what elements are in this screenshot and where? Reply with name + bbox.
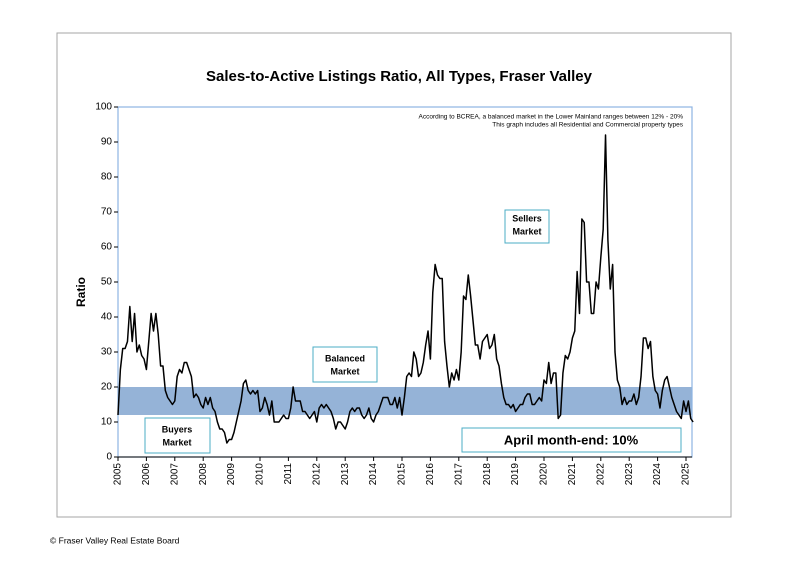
x-tick-label: 2024: [652, 463, 663, 486]
sellers-box: [504, 209, 550, 244]
zone-label: Balanced: [325, 353, 365, 363]
x-tick-label: 2014: [368, 463, 379, 486]
x-tick-label: 2011: [283, 463, 294, 485]
y-tick-label: 100: [95, 102, 112, 113]
zone-label: Market: [512, 226, 541, 236]
x-tick-label: 2020: [539, 463, 550, 486]
note: This graph includes all Residential and …: [492, 122, 684, 129]
x-tick-label: 2012: [311, 463, 322, 486]
annotation: April month-end: 10%: [504, 432, 639, 447]
x-tick-label: 2008: [198, 463, 209, 486]
x-tick-label: 2018: [482, 463, 493, 486]
chart-title: Sales-to-Active Listings Ratio, All Type…: [206, 68, 593, 85]
zone-label: Buyers: [162, 424, 193, 434]
x-tick-label: 2010: [255, 463, 266, 486]
x-tick-label: 2005: [113, 463, 124, 486]
x-tick-label: 2009: [226, 463, 237, 486]
x-tick-label: 2016: [425, 463, 436, 486]
y-tick-label: 80: [101, 172, 113, 183]
x-tick-label: 2025: [681, 463, 692, 486]
balanced-box: [312, 346, 378, 383]
annotation-box: [461, 427, 682, 453]
zone-label: Sellers: [512, 213, 542, 223]
x-tick-label: 2017: [453, 463, 464, 486]
y-tick-label: 10: [101, 417, 113, 428]
x-tick-label: 2022: [595, 463, 606, 486]
y-tick-label: 0: [106, 452, 112, 463]
x-tick-label: 2013: [340, 463, 351, 486]
x-tick-label: 2007: [169, 463, 180, 486]
zone-label: Market: [330, 366, 359, 376]
x-tick-label: 2023: [624, 463, 635, 486]
y-tick-label: 50: [101, 277, 113, 288]
x-tick-label: 2019: [510, 463, 521, 486]
y-tick-label: 60: [101, 242, 113, 253]
ratio-line: [117, 134, 694, 444]
x-tick-label: 2006: [141, 463, 152, 486]
zone-label: Market: [162, 437, 191, 447]
x-tick-label: 2021: [567, 463, 578, 486]
y-tick-label: 90: [101, 137, 113, 148]
y-tick-label: 20: [101, 382, 113, 393]
y-tick-label: 70: [101, 207, 113, 218]
y-tick-label: 30: [101, 347, 113, 358]
footer: © Fraser Valley Real Estate Board: [50, 535, 180, 545]
plot-area: 0 10 20 30 40 50 60 70 80 90 100 2005 2006 2007 2008 20…: [95, 102, 694, 486]
buyers-box: [144, 417, 211, 454]
note: According to BCREA, a balanced market in…: [419, 114, 684, 121]
x-tick-label: 2015: [397, 463, 408, 486]
y-axis-label: Ratio: [74, 277, 88, 307]
y-tick-label: 40: [101, 312, 113, 323]
